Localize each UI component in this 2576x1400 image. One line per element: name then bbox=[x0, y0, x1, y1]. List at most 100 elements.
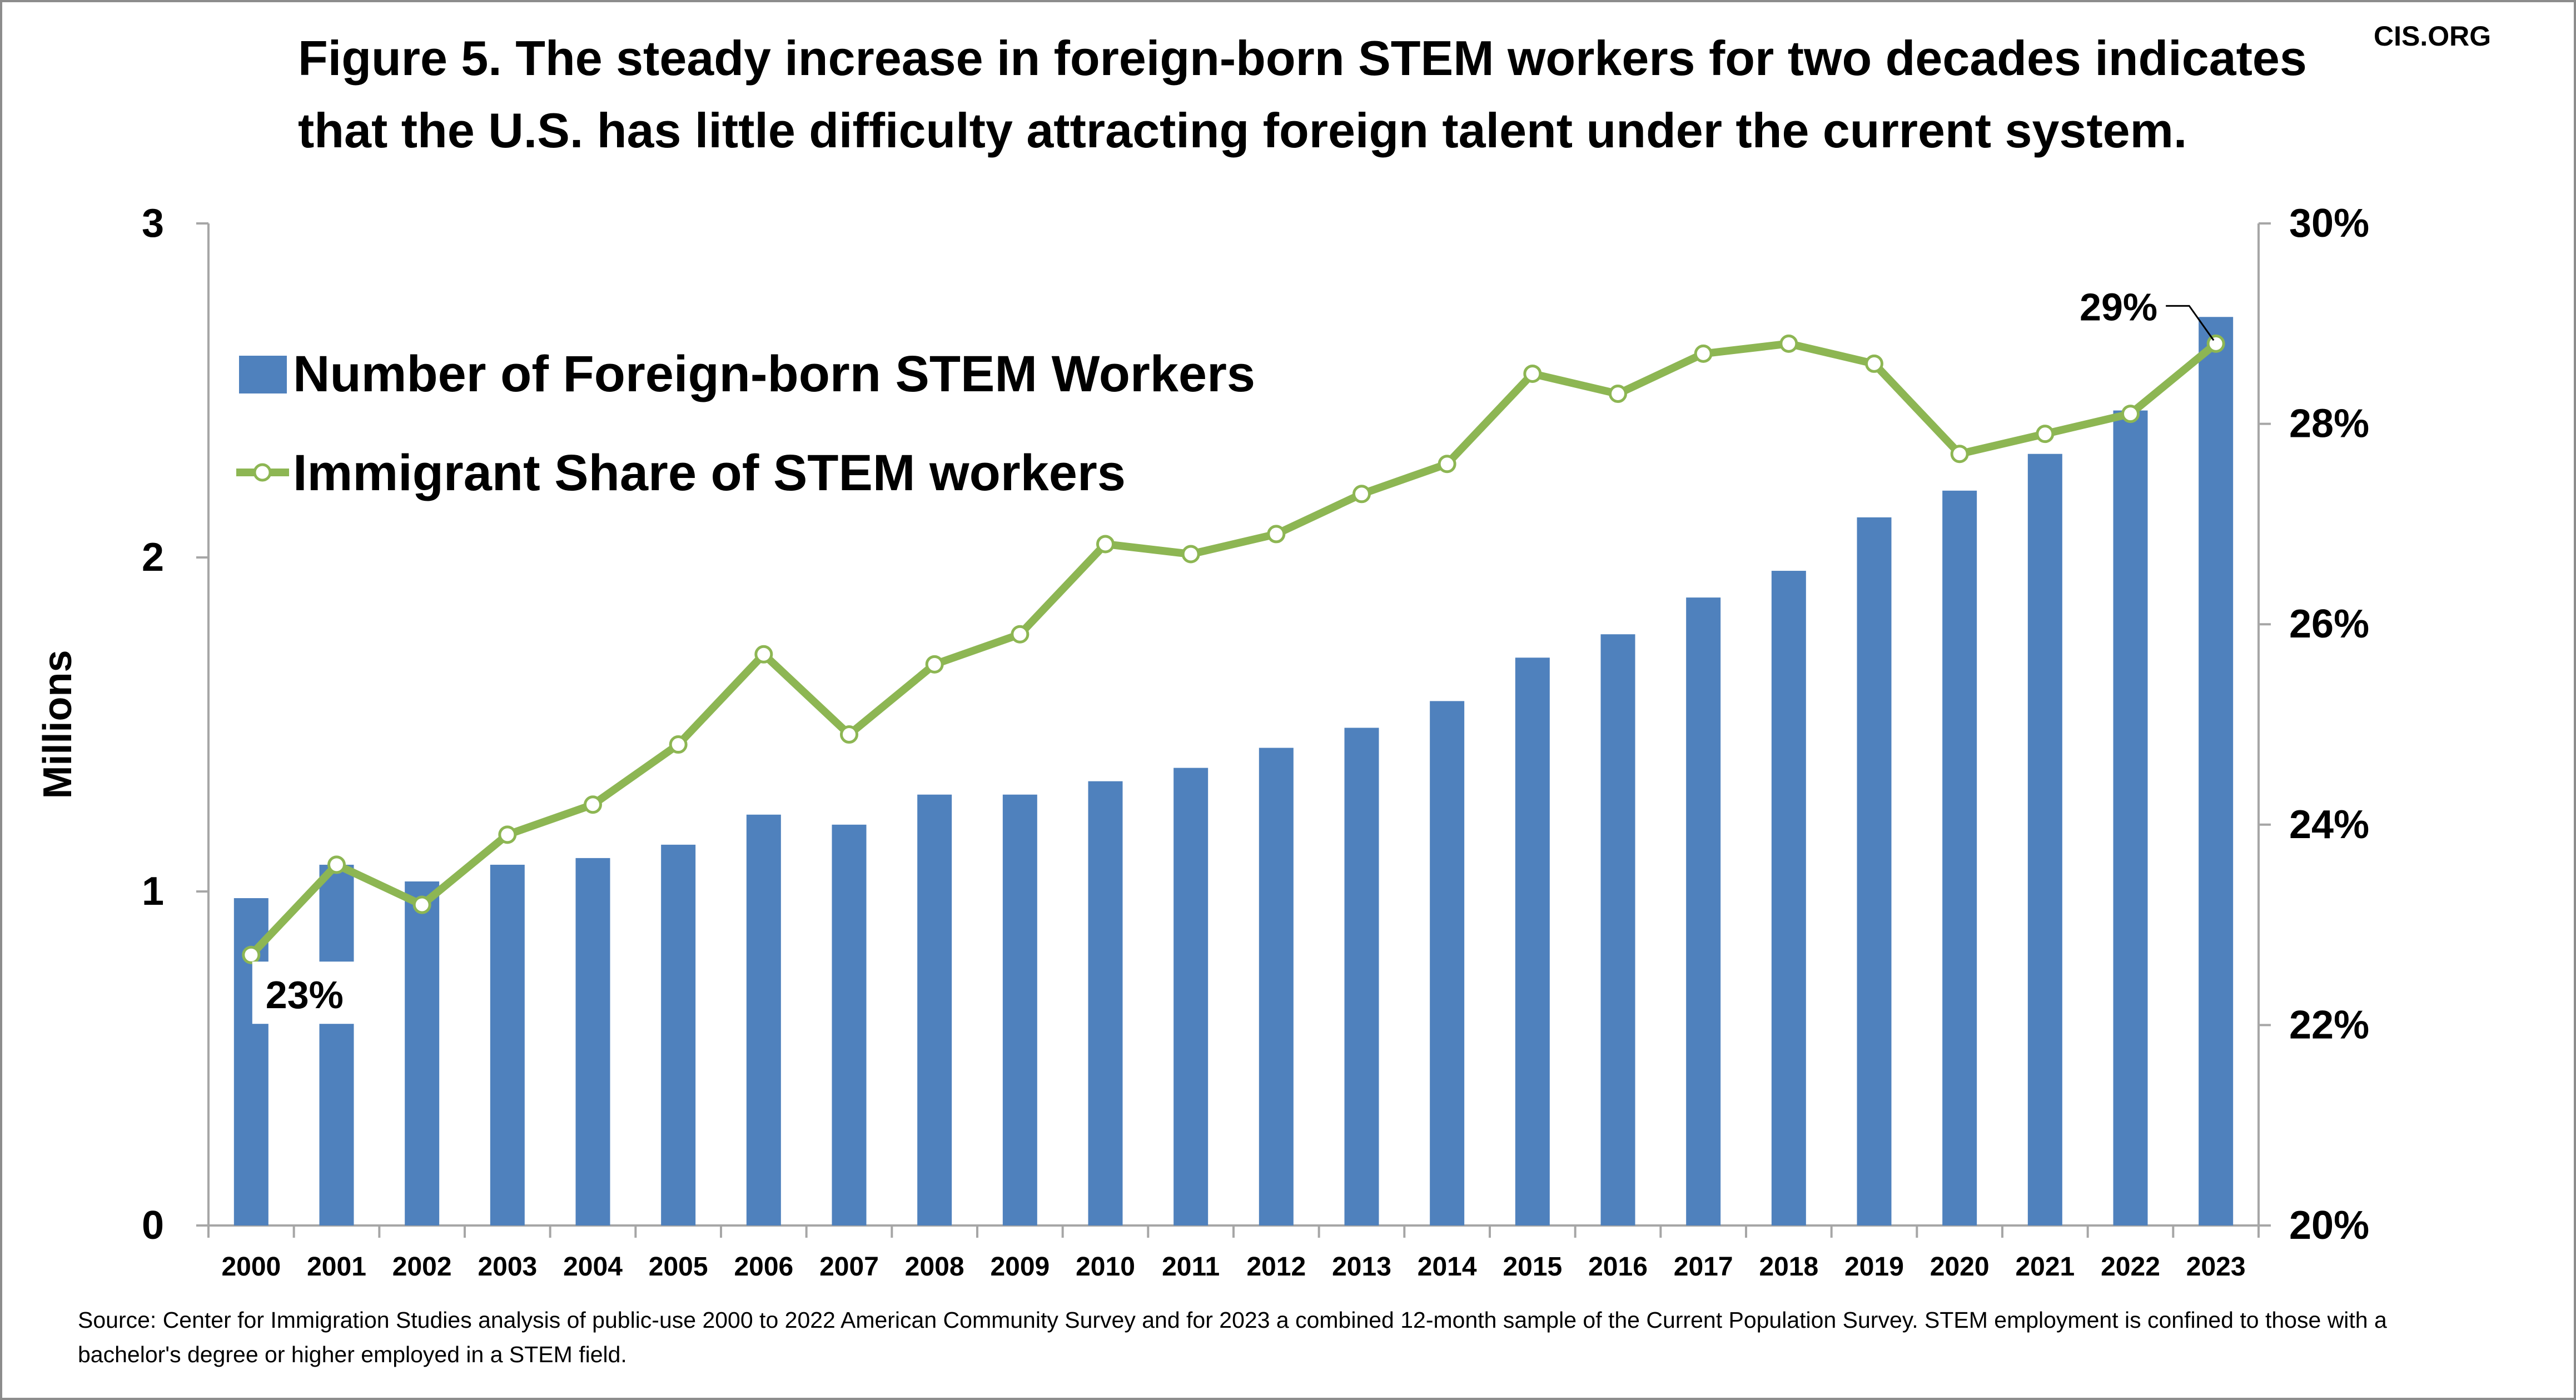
x-tick-label: 2019 bbox=[1844, 1252, 1904, 1282]
bar bbox=[575, 858, 610, 1225]
share-point bbox=[1865, 354, 1883, 373]
share-point bbox=[1523, 364, 1542, 383]
legend-bar-swatch bbox=[239, 356, 287, 393]
bar bbox=[917, 794, 952, 1225]
y-tick-label-right: 20% bbox=[2289, 1203, 2369, 1248]
x-tick-label: 2018 bbox=[1759, 1252, 1818, 1282]
y-tick-label-right: 24% bbox=[2289, 803, 2369, 847]
x-tick-label: 2001 bbox=[307, 1252, 366, 1282]
share-line bbox=[248, 340, 2219, 958]
x-tick-label: 2008 bbox=[905, 1252, 964, 1282]
bars-group bbox=[233, 317, 2234, 1226]
share-point bbox=[1011, 625, 1030, 644]
x-tick-label: 2002 bbox=[392, 1252, 452, 1282]
share-point bbox=[412, 895, 431, 914]
share-point bbox=[754, 645, 773, 664]
x-tick-label: 2011 bbox=[1162, 1252, 1220, 1282]
bar bbox=[1259, 748, 1294, 1225]
x-tick-label: 2016 bbox=[1588, 1252, 1648, 1282]
bar bbox=[2027, 454, 2062, 1226]
x-tick-label: 2020 bbox=[1930, 1252, 1990, 1282]
share-point bbox=[1181, 545, 1200, 564]
share-point bbox=[2206, 334, 2225, 353]
legend-line-label: Immigrant Share of STEM workers bbox=[293, 445, 1126, 501]
bar bbox=[2199, 317, 2234, 1225]
bar bbox=[1942, 490, 1977, 1225]
share-point bbox=[327, 855, 346, 874]
x-tick-label: 2009 bbox=[990, 1252, 1050, 1282]
y-tick-label-right: 28% bbox=[2289, 402, 2369, 446]
legend-group: Number of Foreign-born STEM Workers Immig… bbox=[236, 346, 1255, 501]
y-tick-label-left: 3 bbox=[142, 201, 164, 246]
y-tick-label-right: 22% bbox=[2289, 1003, 2369, 1047]
x-tick-label: 2014 bbox=[1418, 1252, 1477, 1282]
y-tick-label-right: 26% bbox=[2289, 602, 2369, 646]
bar bbox=[1771, 571, 1806, 1225]
share-point bbox=[2121, 405, 2140, 424]
share-point bbox=[498, 825, 517, 844]
x-tick-label: 2006 bbox=[734, 1252, 793, 1282]
y-axis-title: Millions bbox=[36, 650, 80, 799]
y-tick-label-left: 0 bbox=[142, 1203, 164, 1248]
y-tick-label-left: 2 bbox=[142, 535, 164, 580]
bar bbox=[832, 824, 867, 1225]
annotation-leader bbox=[2166, 305, 2215, 341]
bar bbox=[1600, 634, 1635, 1225]
share-point bbox=[1779, 334, 1798, 353]
annotation-first: 23% bbox=[266, 973, 344, 1017]
share-point bbox=[1438, 455, 1456, 474]
bar bbox=[490, 864, 525, 1225]
x-tick-label: 2013 bbox=[1332, 1252, 1391, 1282]
x-tick-label: 2023 bbox=[2186, 1252, 2246, 1282]
bar bbox=[1430, 701, 1465, 1225]
share-point bbox=[669, 735, 688, 754]
bar bbox=[1686, 597, 1721, 1225]
annotation-last: 29% bbox=[2080, 285, 2157, 328]
bar bbox=[661, 844, 696, 1225]
axes-group: 0 1 2 3 20% 22% 24% 26% 28% 30% 2000 2001 2002 2003 20… bbox=[36, 201, 2369, 1282]
y-tick-label-right: 30% bbox=[2289, 201, 2369, 246]
share-point bbox=[1950, 445, 1969, 464]
y-tick-label-left: 1 bbox=[142, 869, 164, 914]
x-tick-label: 2007 bbox=[819, 1252, 879, 1282]
share-point bbox=[1096, 535, 1115, 554]
x-tick-label: 2022 bbox=[2101, 1252, 2160, 1282]
bar bbox=[2113, 410, 2148, 1225]
chart-title: Figure 5. The steady increase in foreign… bbox=[298, 31, 2307, 158]
share-point bbox=[242, 945, 261, 964]
legend-bar-label: Number of Foreign-born STEM Workers bbox=[293, 346, 1255, 402]
labels-group: 23% 29% bbox=[252, 285, 2215, 1024]
bar bbox=[1173, 768, 1209, 1225]
bar bbox=[1344, 728, 1379, 1225]
x-tick-label: 2000 bbox=[221, 1252, 281, 1282]
x-tick-label: 2003 bbox=[478, 1252, 537, 1282]
bar bbox=[1088, 781, 1123, 1225]
line-group bbox=[242, 334, 2225, 964]
share-point bbox=[925, 655, 944, 674]
legend-line-marker bbox=[253, 463, 272, 482]
share-point bbox=[1352, 485, 1371, 504]
x-tick-label: 2017 bbox=[1674, 1252, 1733, 1282]
source-note: Source: Center for Immigration Studies a… bbox=[78, 1307, 2387, 1367]
share-point bbox=[584, 795, 602, 814]
x-tick-label: 2005 bbox=[649, 1252, 708, 1282]
share-point bbox=[1609, 385, 1627, 403]
bar bbox=[746, 814, 781, 1225]
x-tick-label: 2010 bbox=[1076, 1252, 1135, 1282]
share-point bbox=[1694, 344, 1713, 363]
x-tick-label: 2021 bbox=[2015, 1252, 2075, 1282]
x-tick-label: 2015 bbox=[1503, 1252, 1562, 1282]
bar bbox=[1002, 794, 1037, 1225]
share-point bbox=[840, 725, 858, 744]
share-point bbox=[1267, 525, 1286, 544]
bar bbox=[1857, 517, 1892, 1225]
bar bbox=[405, 881, 440, 1225]
annotation-box-first bbox=[252, 961, 357, 1024]
brand-label: CIS.ORG bbox=[2374, 21, 2492, 52]
share-point bbox=[2036, 425, 2055, 444]
bar bbox=[1515, 657, 1550, 1225]
x-tick-label: 2012 bbox=[1246, 1252, 1306, 1282]
x-tick-label: 2004 bbox=[563, 1252, 623, 1282]
bar bbox=[319, 864, 354, 1225]
